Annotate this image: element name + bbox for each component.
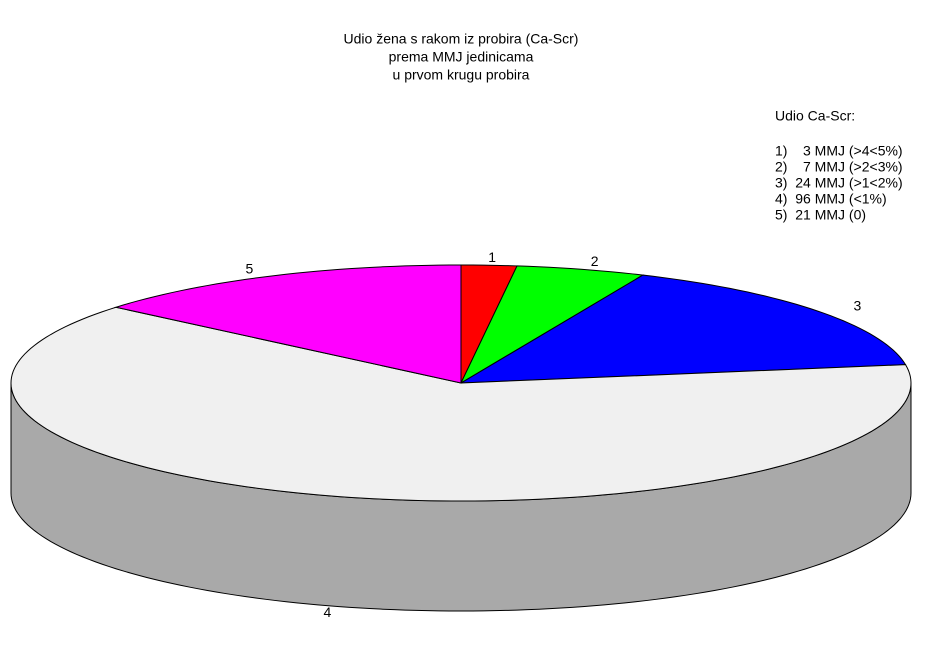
pie-slice <box>459 265 645 385</box>
legend-item: 2) 7 MMJ (>2<3%) <box>775 159 903 175</box>
pie-slice <box>113 264 462 384</box>
slice-label: 3 <box>854 298 862 314</box>
legend-item: 1) 3 MMJ (>4<5%) <box>775 143 903 159</box>
chart-title: u prvom krugu probira <box>393 67 530 83</box>
legend-item: 4) 96 MMJ (<1%) <box>775 191 887 207</box>
legend-item: 3) 24 MMJ (>1<2%) <box>775 175 903 191</box>
legend-title: Udio Ca-Scr: <box>775 108 855 124</box>
slice-label: 2 <box>591 253 599 269</box>
chart-title: Udio žena s rakom iz probira (Ca-Scr) <box>344 31 579 47</box>
pie-slice <box>460 274 907 384</box>
pie-slice <box>10 306 912 502</box>
chart-title: prema MMJ jedinicama <box>389 49 534 65</box>
slice-label: 5 <box>246 260 254 276</box>
slice-label: 1 <box>488 249 496 265</box>
slice-label: 4 <box>324 604 332 620</box>
legend-item: 5) 21 MMJ (0) <box>775 207 866 223</box>
